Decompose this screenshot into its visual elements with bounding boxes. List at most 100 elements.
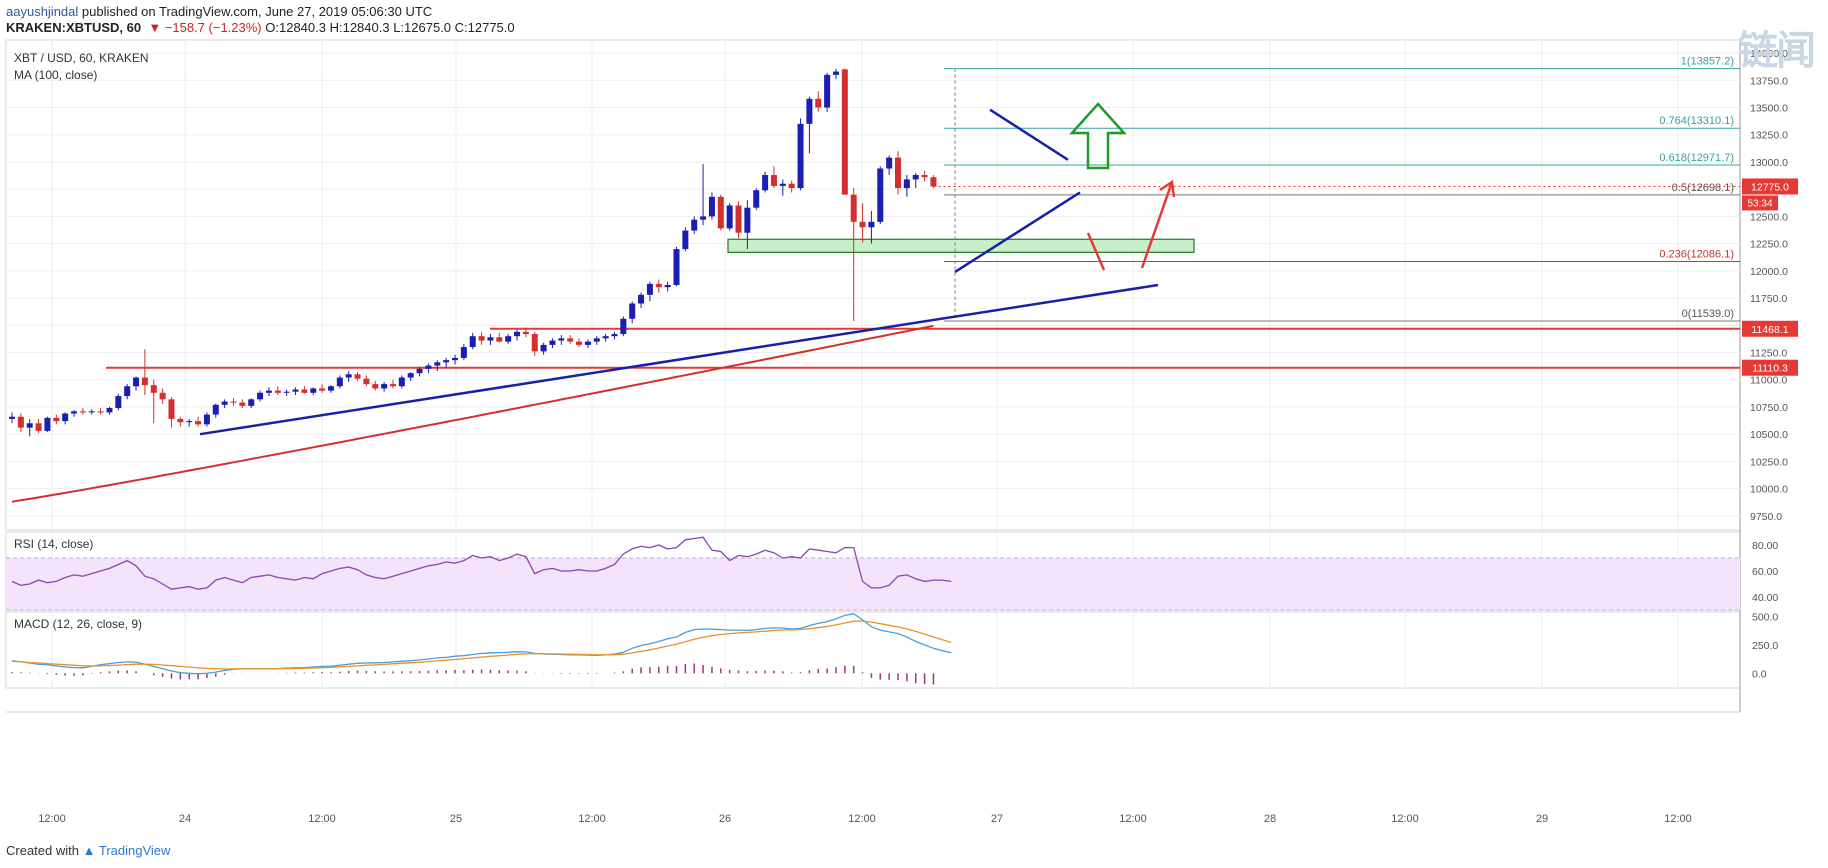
y-tick-label: 10750.0 [1750,402,1788,414]
author-link[interactable]: aayushjindal [6,4,79,19]
candle-body [700,216,707,220]
candle [319,384,326,393]
tradingview-link[interactable]: TradingView [98,843,171,858]
candle [895,151,901,195]
candle [416,366,423,377]
y-tick-label: 12000.0 [1750,266,1788,278]
candle [868,210,875,244]
candle-body [505,336,512,342]
symbol-label: KRAKEN:XBTUSD, 60 [6,20,142,35]
candle [124,384,131,400]
candle [9,412,15,424]
candle-body [159,392,166,400]
candle-body [53,417,60,422]
candle-body [221,401,228,405]
price-change: ▼ −158.7 (−1.23%) [148,20,262,35]
candle [239,399,246,409]
candle [850,188,857,322]
y-tick-label: 13250.0 [1750,130,1788,142]
candle-body [106,408,113,413]
watermark-logo: 链闻 [1738,28,1816,74]
candle-body [549,340,556,345]
candle [602,334,609,342]
candle [824,72,831,112]
candle [629,301,636,324]
macd-tick-label: 250.0 [1752,640,1778,652]
candle [141,349,148,395]
candle-body [770,175,777,186]
candle-body [868,221,875,228]
candle-body [115,396,122,409]
candle [611,331,618,340]
candle-body [212,404,219,415]
candle-body [691,219,698,231]
candle [788,180,795,193]
candle [62,412,69,425]
candle-body [372,384,379,389]
current-price-label: 12775.0 [1751,181,1789,193]
candle-body [877,168,884,222]
candle [44,416,51,432]
candle-body [71,411,78,414]
support-level-label: 11468.1 [1751,324,1788,336]
candle-body [248,399,255,406]
candle-body [673,249,680,285]
x-tick-label: 12:00 [578,813,606,825]
candle-body [850,194,857,222]
candle-body [452,357,458,361]
candle [434,360,441,372]
candle [770,166,777,189]
x-tick-label: 24 [179,813,191,825]
candle [779,179,786,196]
candle [478,331,485,345]
x-tick-label: 29 [1536,813,1548,825]
candle-body [460,347,467,358]
candle-body [265,390,272,393]
candle-body [274,390,281,393]
candle [88,409,95,415]
candle-body [584,341,591,345]
candle-body [407,373,414,378]
candle [336,375,343,389]
candle [159,388,166,404]
candle-body [629,303,636,319]
x-tick-label: 12:00 [1119,813,1147,825]
candle-body [97,411,104,413]
candle-body [682,230,689,250]
candle [363,375,370,387]
candle-body [788,183,795,189]
candle-body [301,389,308,393]
candle [522,327,529,338]
x-tick-label: 28 [1264,813,1276,825]
y-tick-label: 10500.0 [1750,429,1788,441]
candle-body [9,416,15,419]
candle [186,418,193,427]
candle [682,227,689,252]
y-tick-label: 10000.0 [1750,484,1788,496]
candle-body [540,344,547,352]
candle-body [398,377,405,387]
candle [487,334,494,345]
candle-body [753,190,760,208]
candle [584,339,591,349]
candle [549,338,556,349]
candle-body [354,374,361,379]
x-tick-label: 12:00 [38,813,66,825]
candle-body [345,374,352,378]
x-tick-label: 27 [991,813,1003,825]
rsi-band [6,558,1740,610]
candle [558,335,565,345]
countdown-label: 53:34 [1747,198,1772,209]
candle [79,408,86,415]
candle [248,398,255,409]
candle-body [177,418,184,423]
candle [505,334,512,344]
candle [815,91,822,112]
support-zone-box [727,238,1195,253]
candle [26,418,33,437]
candle [832,68,839,80]
candle [593,336,600,345]
rsi-tick-label: 80.00 [1752,540,1778,552]
ma-100-line [11,324,934,503]
